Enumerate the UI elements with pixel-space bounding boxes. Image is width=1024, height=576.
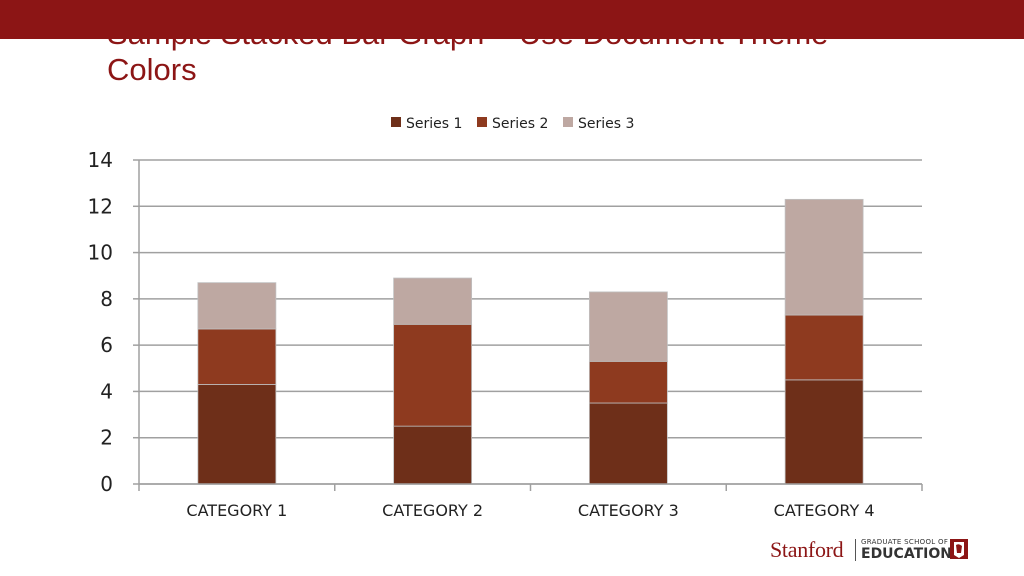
x-tick-label-1: CATEGORY 1 <box>186 501 287 520</box>
axes <box>133 159 923 491</box>
bar-cat4-series1 <box>784 379 864 485</box>
stanford-gse-logo: Stanford GRADUATE SCHOOL OF EDUCATION <box>770 536 970 564</box>
bar-cat2-series1 <box>393 425 473 485</box>
bar-cat3-series3 <box>588 291 668 362</box>
bar-cat3-series1 <box>588 402 668 485</box>
bar-cat2-series2 <box>393 323 473 427</box>
legend-label-series-2: Series 2 <box>492 116 548 132</box>
legend: Series 1 Series 2 Series 3 <box>391 116 634 132</box>
logo-divider <box>855 539 856 561</box>
logo-wordmark: Stanford <box>770 537 844 562</box>
bar-cat4-series3 <box>784 198 864 316</box>
bar-cat1-series1 <box>197 384 277 485</box>
logo-school-name: EDUCATION <box>861 546 952 562</box>
y-tick-label-12: 12 <box>88 194 113 218</box>
x-tick-label-2: CATEGORY 2 <box>382 501 483 520</box>
title-bar <box>0 0 1024 39</box>
legend-swatch-series-2 <box>477 117 487 127</box>
logo-emblem-icon <box>950 539 968 559</box>
x-tick-label-4: CATEGORY 4 <box>774 501 875 520</box>
bar-cat1-series3 <box>197 282 277 330</box>
x-tick-label-3: CATEGORY 3 <box>578 501 679 520</box>
axis-labels: 0 2 4 6 8 10 12 14 CATEGORY 1 CATEGORY 2 CATEGORY … <box>88 148 875 520</box>
legend-swatch-series-1 <box>391 117 401 127</box>
y-tick-label-8: 8 <box>100 287 113 311</box>
bar-cat1-series2 <box>197 328 277 385</box>
bar-cat3-series2 <box>588 360 668 404</box>
y-tick-label-0: 0 <box>100 472 113 496</box>
y-tick-label-2: 2 <box>100 426 113 450</box>
legend-label-series-3: Series 3 <box>578 116 634 132</box>
y-tick-label-6: 6 <box>100 333 113 357</box>
legend-label-series-1: Series 1 <box>406 116 462 132</box>
y-tick-label-4: 4 <box>100 379 113 403</box>
slide-title-line-2: Colors <box>107 52 197 87</box>
y-tick-label-10: 10 <box>88 241 113 265</box>
bars <box>197 198 864 485</box>
y-tick-label-14: 14 <box>88 148 113 172</box>
legend-swatch-series-3 <box>563 117 573 127</box>
bar-cat2-series3 <box>393 277 473 325</box>
logo-subtitle: GRADUATE SCHOOL OF <box>861 538 949 546</box>
bar-cat4-series2 <box>784 314 864 381</box>
